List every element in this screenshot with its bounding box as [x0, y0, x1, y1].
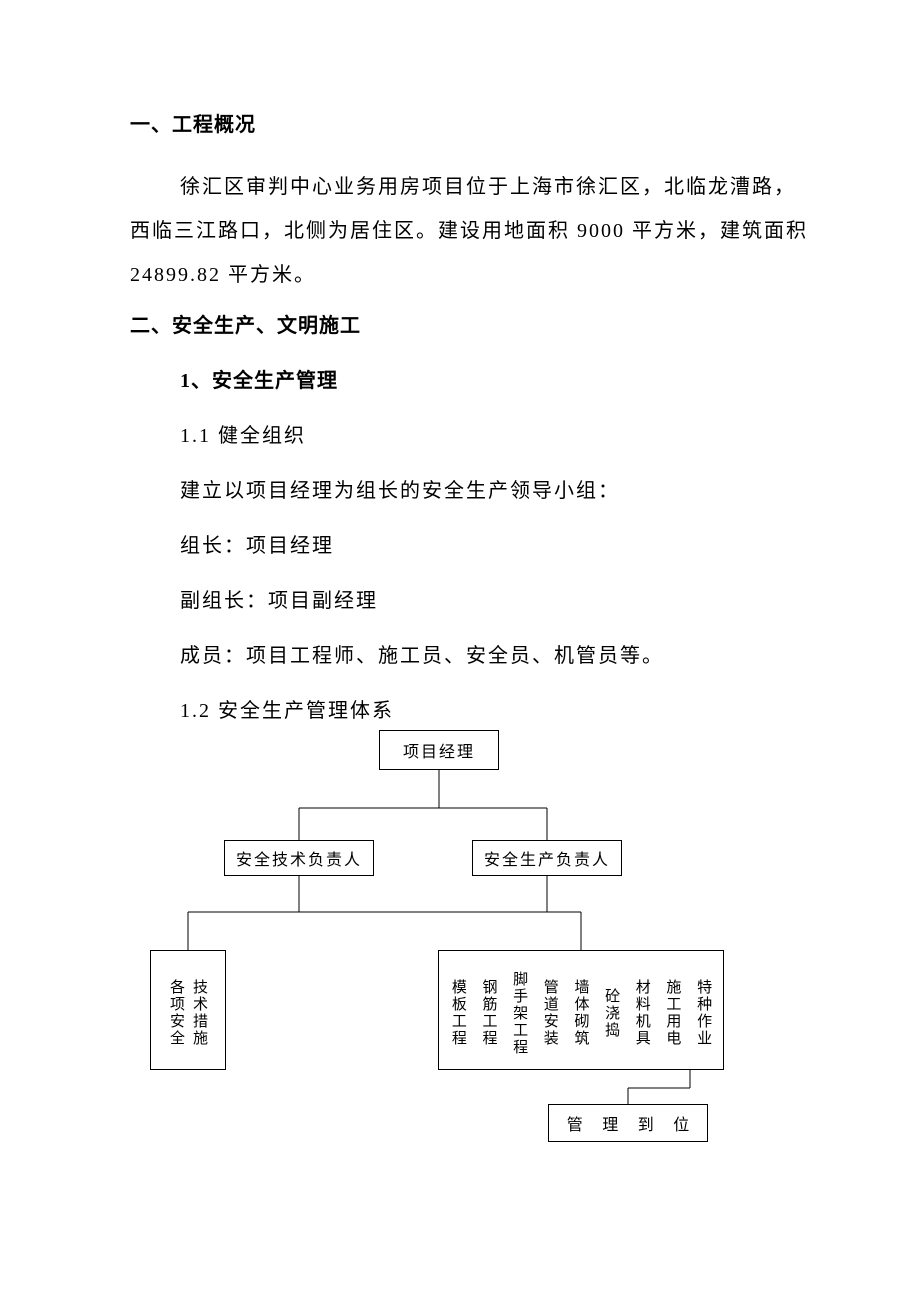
- heading-3: 1、安全生产管理: [130, 364, 810, 393]
- line-1-1: 1.1 健全组织: [130, 419, 810, 448]
- vcol: 模板工程: [448, 979, 469, 1047]
- node-project-manager: 项目经理: [379, 730, 499, 770]
- vcol: 材料机具: [632, 979, 653, 1047]
- vcol: 各项安全: [166, 979, 187, 1047]
- vcol: 脚手架工程: [509, 971, 530, 1056]
- node-label: 安全技术负责人: [236, 846, 362, 870]
- node-tech-lead: 安全技术负责人: [224, 840, 374, 876]
- node-label: 安全生产负责人: [484, 846, 610, 870]
- vcol: 墙体砌筑: [570, 979, 591, 1047]
- vcol: 钢筋工程: [478, 979, 499, 1047]
- document-page: 一、工程概况 徐汇区审判中心业务用房项目位于上海市徐汇区，北临龙漕路，西临三江路…: [0, 0, 920, 809]
- line-deputy: 副组长：项目副经理: [130, 584, 810, 613]
- org-chart: 项目经理 安全技术负责人 安全生产负责人 各项安全 技术措施 模板工程 钢筋工程…: [0, 700, 920, 1160]
- line-establish: 建立以项目经理为组长的安全生产领导小组：: [130, 474, 810, 503]
- heading-2: 二、安全生产、文明施工: [130, 309, 810, 338]
- paragraph-overview: 徐汇区审判中心业务用房项目位于上海市徐汇区，北临龙漕路，西临三江路口，北侧为居住…: [130, 165, 810, 297]
- node-right-group: 模板工程 钢筋工程 脚手架工程 管道安装 墙体砌筑 砼浇捣 材料机具 施工用电 …: [438, 950, 724, 1070]
- vcol: 技术措施: [189, 979, 210, 1047]
- vcol: 管道安装: [540, 979, 561, 1047]
- line-members: 成员：项目工程师、施工员、安全员、机管员等。: [130, 639, 810, 668]
- char: 位: [673, 1111, 689, 1135]
- vcol: 特种作业: [693, 979, 714, 1047]
- vcol: 砼浇捣: [601, 988, 622, 1039]
- char: 到: [638, 1111, 654, 1135]
- node-mgmt: 管 理 到 位: [548, 1104, 708, 1142]
- node-label: 项目经理: [403, 738, 475, 762]
- node-left-group: 各项安全 技术措施: [150, 950, 226, 1070]
- node-prod-lead: 安全生产负责人: [472, 840, 622, 876]
- char: 管: [567, 1111, 583, 1135]
- heading-1: 一、工程概况: [130, 108, 810, 137]
- char: 理: [602, 1111, 618, 1135]
- line-leader: 组长：项目经理: [130, 529, 810, 558]
- vcol: 施工用电: [662, 979, 683, 1047]
